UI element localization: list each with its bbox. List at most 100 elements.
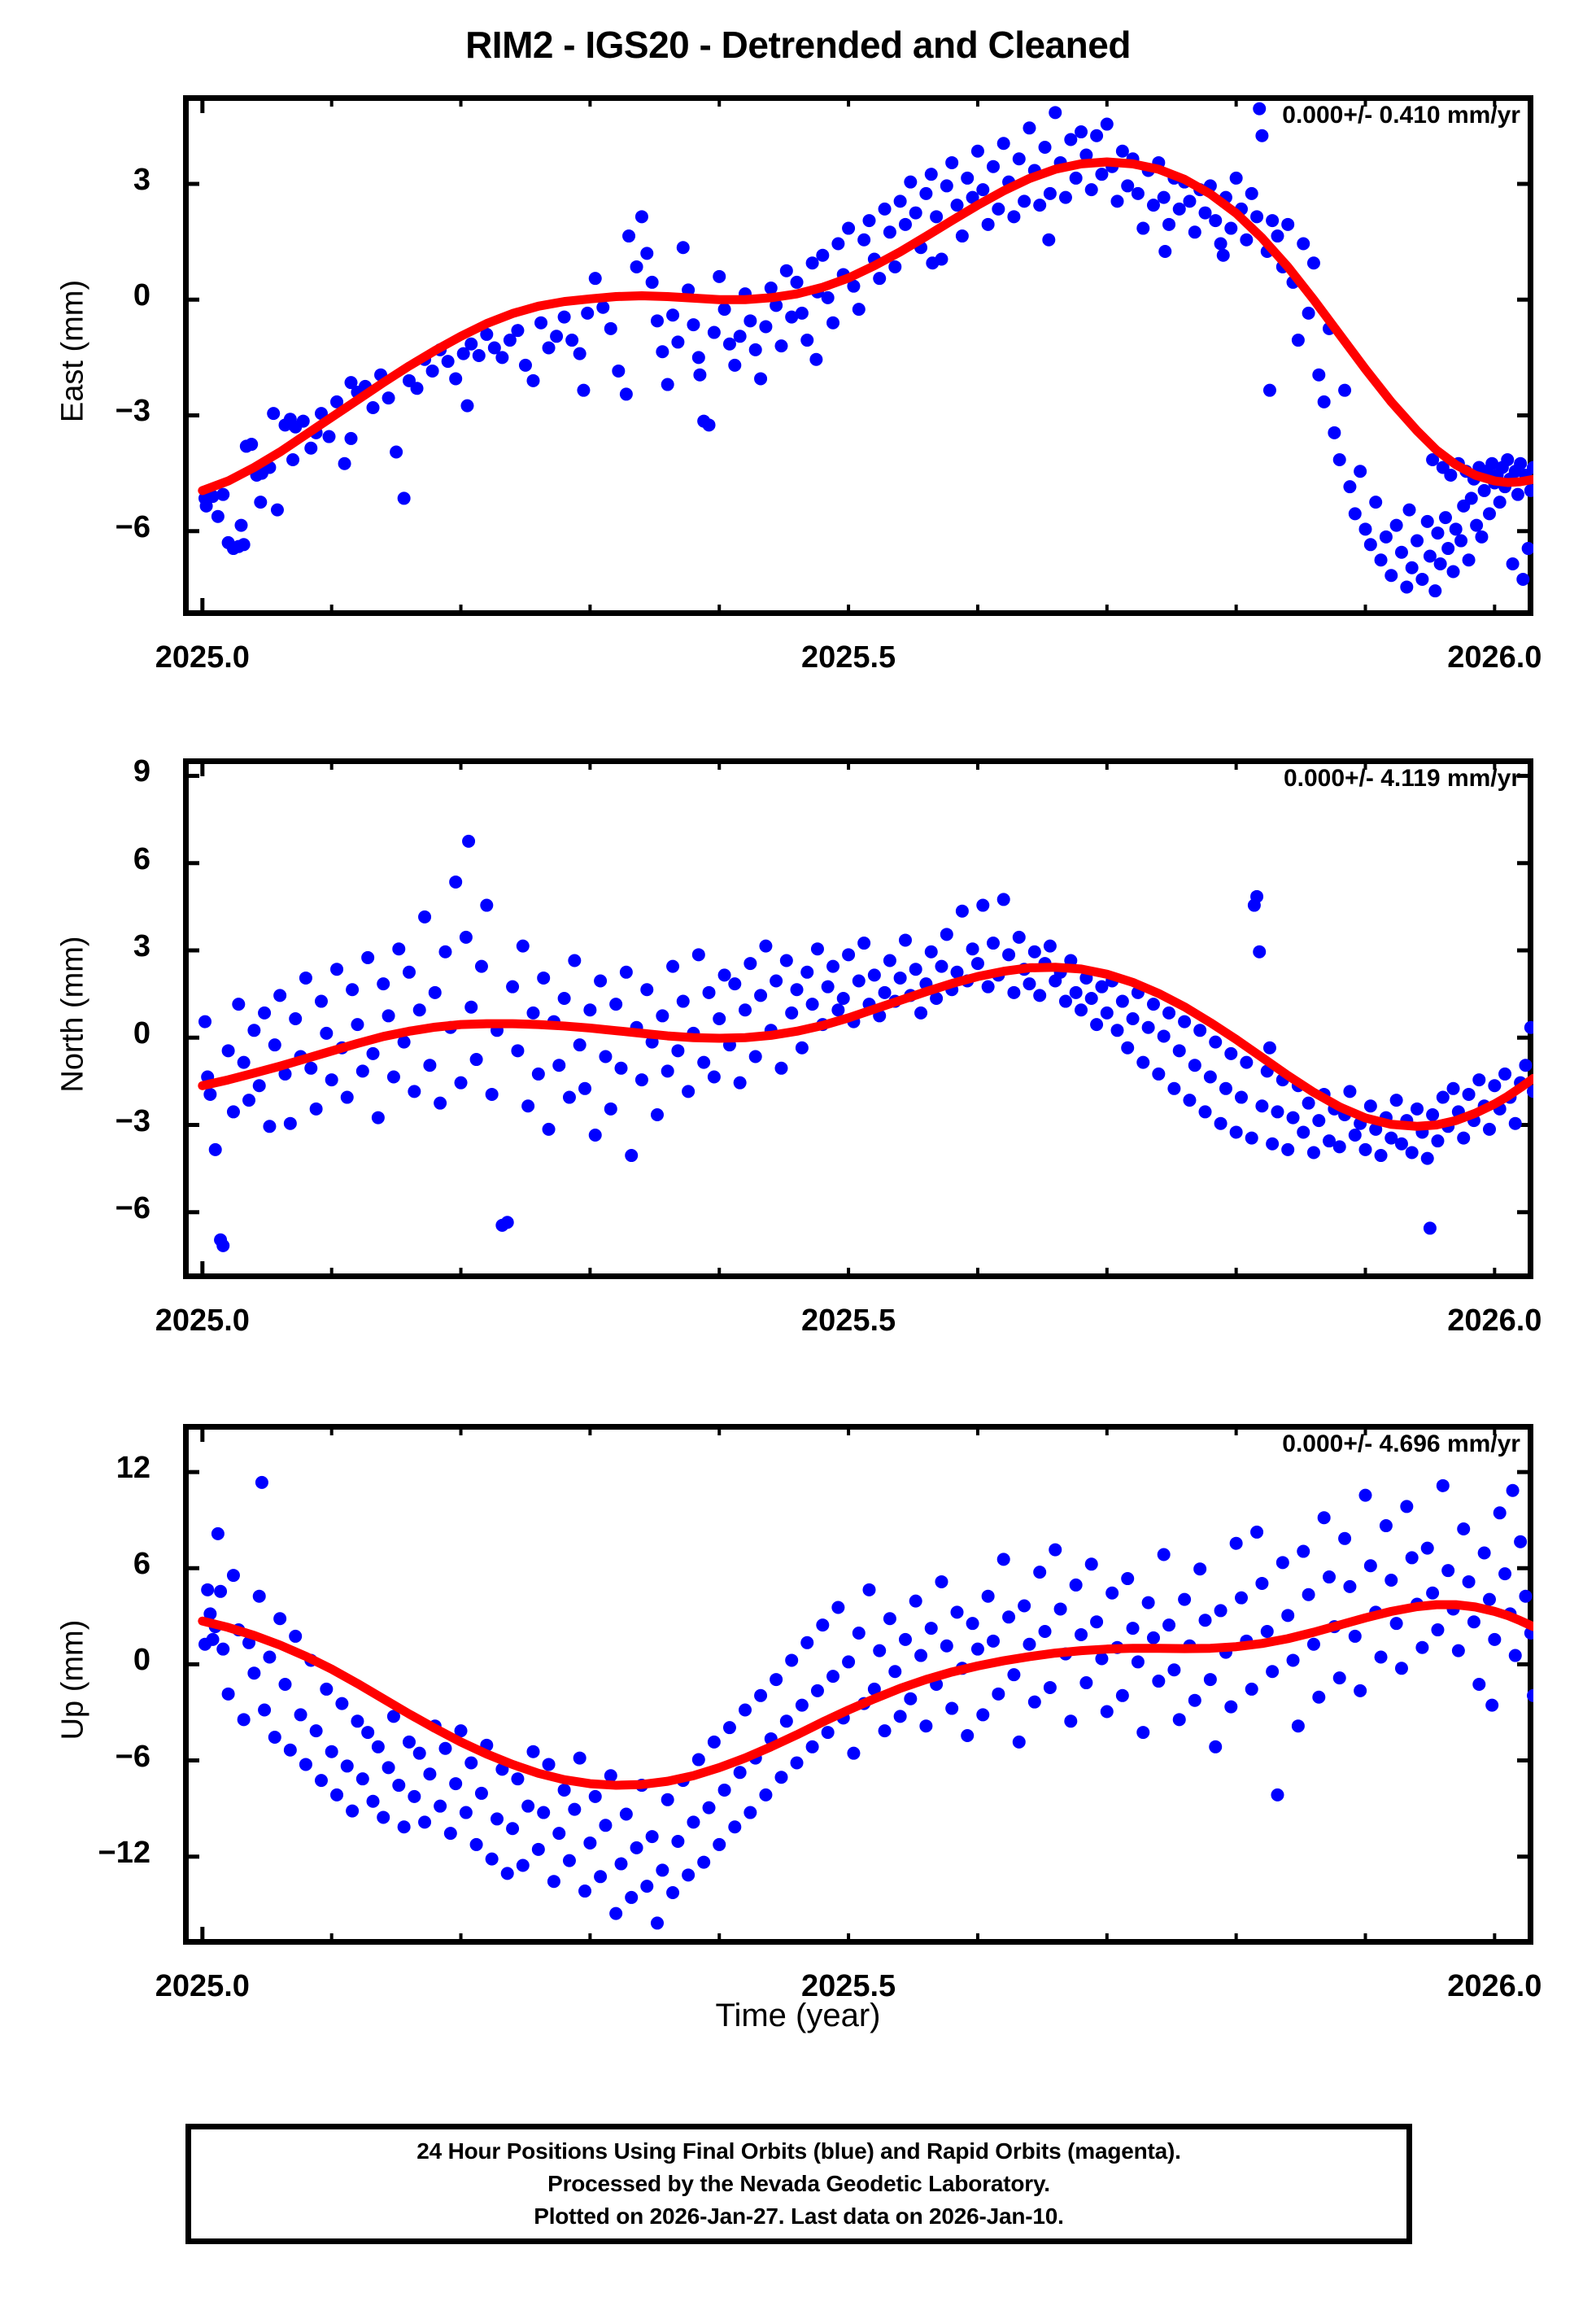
data-point [335,1697,349,1710]
data-point [1172,1044,1186,1058]
data-point [1338,1531,1352,1545]
data-point [1141,1596,1155,1609]
data-point [1363,538,1377,552]
data-point [565,334,579,347]
data-point [779,264,793,277]
data-point [485,1087,499,1101]
data-point [521,1099,535,1113]
data-point [506,1822,520,1836]
data-point [557,991,571,1005]
data-point [1519,1059,1533,1072]
data-point [996,137,1010,151]
data-point [330,963,344,976]
data-point [1369,1122,1383,1136]
data-point [625,1149,639,1163]
data-point [1405,561,1419,574]
data-point [1203,1673,1217,1687]
data-point [888,1665,902,1679]
data-point [702,985,716,999]
data-point [842,1655,856,1669]
data-point [1023,1637,1036,1651]
data-point [325,1745,338,1758]
data-point [857,233,871,247]
data-point [634,1073,648,1087]
data-point [1457,1522,1471,1535]
data-point [1524,1020,1533,1034]
data-point [578,1885,592,1898]
data-point [795,1041,809,1055]
data-point [402,965,416,979]
data-point [1198,1105,1212,1119]
data-point [1441,542,1455,556]
data-point [810,1684,824,1697]
data-point [612,364,626,378]
data-point [211,1526,225,1540]
east-xtick-2: 2026.0 [1447,640,1542,675]
figure-title: RIM2 - IGS20 - Detrended and Cleaned [465,24,1131,66]
data-point [1234,1591,1248,1605]
data-point [252,1589,266,1603]
data-point [1394,1662,1408,1675]
data-point [1064,1714,1078,1728]
data-point [1075,1003,1088,1017]
data-point [852,974,866,988]
data-point [1027,1695,1041,1709]
data-point [408,1789,421,1803]
data-point [970,957,984,971]
data-point [355,1064,369,1078]
data-point [1297,237,1310,251]
data-point [1167,1081,1181,1095]
data-point [1332,1140,1346,1154]
data-point [1420,514,1434,528]
data-point [759,939,773,953]
data-point [428,985,442,999]
data-point [278,1678,292,1691]
data-point [981,1589,995,1603]
data-point [1121,1572,1135,1586]
data-point [1260,1625,1274,1639]
data-point [1178,1015,1192,1029]
data-point [1302,306,1315,320]
data-point [656,1863,669,1877]
data-point [459,930,473,944]
data-point [940,179,953,193]
data-point [542,341,556,355]
data-point [821,980,835,994]
data-point [1043,186,1057,200]
data-point [1354,1684,1367,1697]
data-point [480,327,494,341]
data-point [1433,557,1447,570]
up-xtick-2: 2026.0 [1447,1969,1542,2003]
data-point [722,1721,736,1735]
data-point [449,1777,463,1791]
panel-north-plot [183,758,1533,1279]
data-point [594,974,608,988]
up-xtick-0: 2025.0 [155,1969,250,2003]
data-point [552,1827,566,1841]
data-point [992,202,1005,216]
data-point [898,933,912,947]
data-point [800,965,814,979]
data-point [743,314,757,328]
data-point [1477,1546,1491,1560]
data-point [604,321,617,335]
data-point [996,1553,1010,1566]
data-point [1126,1622,1140,1636]
data-point [1281,1142,1295,1156]
data-point [1302,1096,1315,1110]
data-point [469,1837,483,1851]
data-point [234,518,248,532]
data-point [1058,190,1072,204]
data-point [1018,1599,1031,1613]
data-point [1332,453,1346,466]
data-point [924,1622,938,1636]
data-point [351,1714,364,1728]
data-point [1075,1627,1088,1641]
data-point [237,1713,251,1727]
data-point [976,183,990,197]
data-point [1084,1557,1098,1571]
data-point [577,383,591,397]
data-point [748,1050,762,1063]
data-point [237,1055,251,1069]
